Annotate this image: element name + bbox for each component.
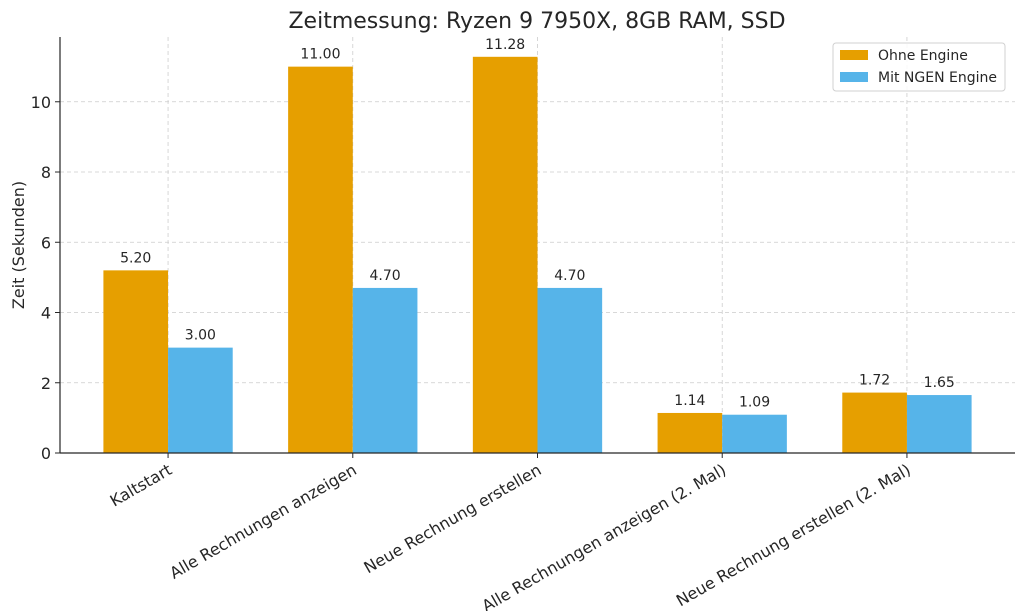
y-axis-label: Zeit (Sekunden) <box>9 181 28 309</box>
bar <box>722 414 787 453</box>
bar <box>472 56 538 454</box>
legend-swatch <box>840 50 868 60</box>
legend-label: Ohne Engine <box>878 48 968 64</box>
legend-swatch <box>840 72 868 82</box>
y-tick-label: 6 <box>41 233 51 252</box>
bar <box>906 395 972 453</box>
data-label: 11.00 <box>300 47 340 63</box>
legend: Ohne Engine Mit NGEN Engine <box>832 42 1006 92</box>
x-tick-label: Kaltstart <box>107 460 175 510</box>
data-label: 5.20 <box>120 250 151 266</box>
y-tick-label: 2 <box>41 374 51 393</box>
y-tick-label: 8 <box>41 163 51 182</box>
data-label: 3.00 <box>185 328 216 344</box>
bar <box>657 412 723 453</box>
bar <box>288 66 353 453</box>
chart-title: Zeitmessung: Ryzen 9 7950X, 8GB RAM, SSD <box>288 9 785 34</box>
legend-box <box>832 42 1006 92</box>
data-label: 1.09 <box>739 395 770 411</box>
x-tick-label: Neue Rechnung erstellen <box>361 460 545 577</box>
data-label: 11.28 <box>485 37 525 53</box>
y-tick-label: 0 <box>41 444 51 463</box>
bar <box>842 392 907 453</box>
bar <box>168 347 233 453</box>
y-tick-label: 4 <box>41 304 51 323</box>
bars: 5.20 11.00 11.28 1.14 1.72 3.00 4.70 4.70 1.09 1.… <box>103 37 972 454</box>
data-label: 1.72 <box>859 373 890 389</box>
bar <box>103 270 169 453</box>
bar <box>352 287 418 453</box>
x-tick-label: Alle Rechnungen anzeigen <box>166 460 359 583</box>
data-label: 4.70 <box>370 268 401 284</box>
data-label: 1.14 <box>674 393 705 409</box>
data-label: 4.70 <box>554 268 585 284</box>
legend-label: Mit NGEN Engine <box>878 70 997 86</box>
bar <box>537 287 603 453</box>
y-tick-label: 10 <box>31 93 51 112</box>
data-label: 1.65 <box>924 375 955 391</box>
